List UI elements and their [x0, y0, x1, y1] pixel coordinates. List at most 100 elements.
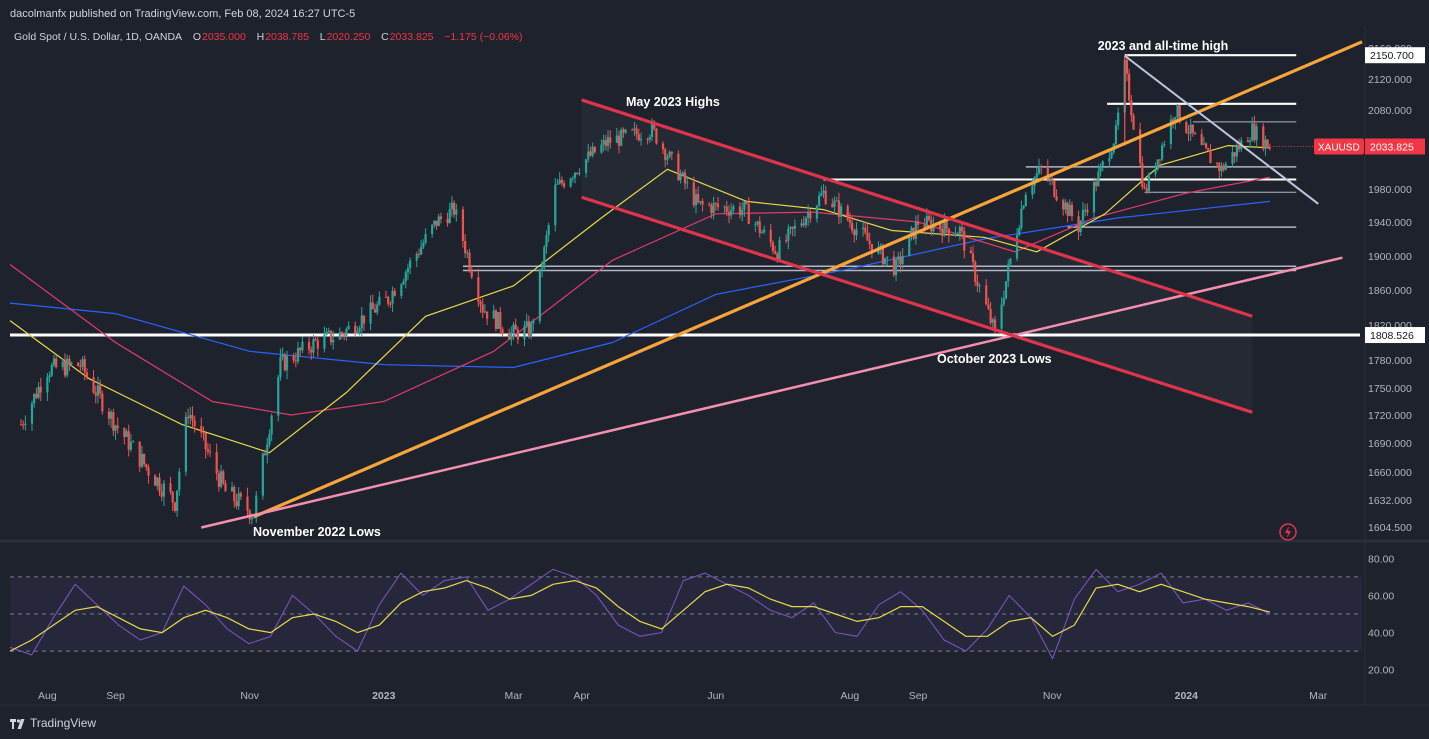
candle-body	[1224, 163, 1227, 170]
candle-body	[573, 172, 577, 178]
candle-body	[697, 193, 700, 203]
candle-body	[193, 420, 196, 427]
candle-body	[648, 136, 651, 140]
candle-body	[661, 143, 665, 150]
candle-body	[1128, 73, 1131, 101]
candle-body	[1079, 220, 1082, 233]
candle-body	[1268, 147, 1271, 149]
candle-body	[281, 354, 284, 357]
candle-body	[127, 431, 130, 450]
price-axis-tick: 1660.000	[1368, 467, 1412, 479]
candle-body	[558, 179, 561, 184]
time-axis-tick: Sep	[106, 690, 125, 702]
candle-body	[1237, 146, 1241, 150]
candle-body	[1000, 304, 1003, 329]
candle-body	[593, 146, 596, 153]
candle-body	[1200, 134, 1203, 145]
candle-body	[1035, 173, 1038, 178]
candle-body	[1191, 124, 1194, 133]
candle-body	[712, 203, 715, 214]
candle-body	[191, 415, 194, 421]
candle-body	[776, 253, 779, 261]
price-label-box	[1365, 47, 1425, 64]
candle-body	[525, 321, 528, 326]
candle-body	[622, 129, 625, 133]
candle-body	[1055, 196, 1058, 201]
candle-body	[1084, 209, 1087, 211]
candle-body	[800, 223, 803, 226]
candle-body	[354, 325, 357, 334]
candle-body	[1070, 204, 1074, 217]
candle-body	[708, 204, 711, 206]
candle-body	[1048, 178, 1052, 180]
candle-body	[771, 242, 775, 252]
flash-icon	[1279, 523, 1297, 541]
candle-body	[584, 159, 588, 173]
candle-body	[1037, 166, 1041, 174]
time-axis-tick: 2024	[1175, 690, 1199, 702]
candle-body	[301, 341, 304, 351]
candle-body	[400, 284, 403, 296]
candle-body	[107, 411, 111, 419]
candle-body	[285, 355, 289, 371]
candle-body	[422, 242, 425, 248]
candle-body	[666, 157, 669, 160]
candle-body	[664, 149, 667, 160]
candle-body	[925, 216, 928, 228]
candle-body	[409, 260, 412, 268]
candle-body	[420, 247, 423, 255]
candle-body	[50, 365, 53, 376]
candle-body	[30, 403, 34, 424]
candle-body	[389, 303, 392, 305]
candle-body	[464, 240, 467, 254]
candle-body	[1053, 180, 1056, 197]
candle-body	[1139, 129, 1142, 163]
candle-body	[589, 151, 592, 156]
candle-body	[699, 201, 702, 203]
candle-body	[299, 347, 302, 351]
candle-body	[732, 206, 735, 211]
candle-body	[237, 493, 240, 507]
candle-body	[1169, 119, 1173, 145]
candle-body	[340, 332, 344, 335]
candle-body	[848, 219, 852, 223]
candle-body	[101, 393, 104, 412]
candle-body	[804, 217, 808, 226]
open-value: 2035.000	[202, 31, 246, 43]
candle-body	[639, 139, 643, 141]
candle-body	[631, 129, 634, 131]
candle-body	[820, 193, 823, 196]
candle-body	[760, 232, 764, 234]
candle-body	[387, 296, 390, 304]
symbol-line: Gold Spot / U.S. Dollar, 1D, OANDA	[14, 31, 183, 43]
candle-body	[499, 312, 502, 329]
candle-body	[1064, 202, 1067, 210]
long-term-trendline	[200, 256, 1343, 529]
candle-body	[886, 256, 889, 258]
candle-body	[754, 223, 757, 225]
price-axis-tick: 1604.500	[1368, 522, 1412, 534]
candle-body	[125, 431, 128, 437]
price-axis-tick: 2120.000	[1368, 74, 1412, 86]
candle-body	[569, 178, 572, 187]
candle-body	[46, 377, 49, 393]
candle-body	[978, 285, 981, 287]
tradingview-footer[interactable]: TradingView	[10, 716, 96, 730]
candle-body	[694, 193, 698, 206]
rsi-line	[9, 568, 1271, 660]
candle-body	[617, 135, 621, 146]
candle-body	[861, 227, 865, 230]
candle-body	[789, 226, 792, 229]
candle-body	[470, 269, 473, 278]
candle-body	[571, 177, 574, 179]
price-axis-tick: 1720.000	[1368, 410, 1412, 422]
time-axis-tick: Mar	[1309, 690, 1328, 702]
candle-body	[516, 329, 519, 340]
candle-body	[1125, 60, 1129, 74]
candle-body	[527, 321, 530, 337]
candle-body	[239, 493, 242, 497]
candle-body	[679, 174, 682, 181]
candle-body	[329, 330, 333, 343]
candle-body	[1097, 171, 1100, 187]
